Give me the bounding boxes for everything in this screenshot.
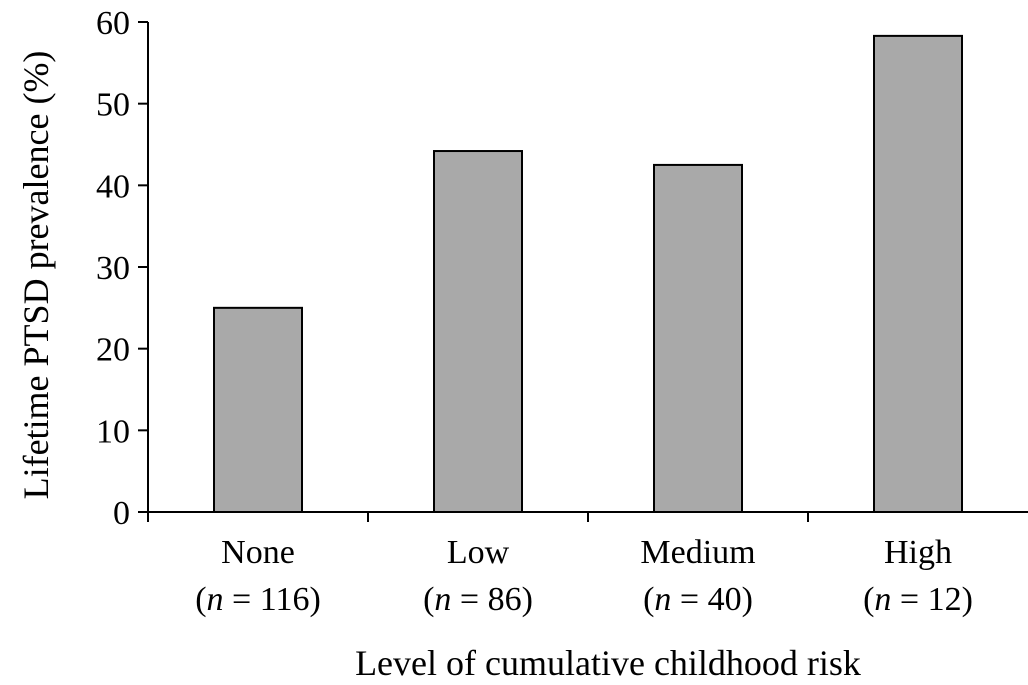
bar-none [213, 306, 303, 514]
x-category-label: None [221, 534, 295, 571]
y-tick-label: 50 [96, 87, 130, 124]
bar-low [433, 150, 523, 514]
bar-high [873, 34, 963, 514]
y-tick-label: 30 [96, 250, 130, 287]
x-category-sample-size: (n = 86) [423, 581, 533, 618]
x-category-sample-size: (n = 116) [195, 581, 321, 618]
y-tick-label: 0 [113, 495, 130, 532]
bar-medium [653, 163, 743, 514]
x-category-label: Medium [640, 534, 755, 571]
x-axis-title: Level of cumulative childhood risk [355, 643, 861, 683]
y-tick-label: 40 [96, 168, 130, 205]
x-category-label: Low [447, 534, 510, 571]
x-category-sample-size: (n = 40) [643, 581, 753, 618]
x-category-label: High [884, 534, 952, 571]
bars-layer [213, 34, 963, 514]
y-ticks: 0 10 20 30 40 50 60 [96, 5, 148, 532]
x-category-labels: None (n = 116) Low (n = 86) Medium (n = 40) Hi… [195, 534, 973, 618]
x-ticks [147, 512, 809, 522]
y-axis-title: Lifetime PTSD prevalence (%) [16, 51, 56, 500]
x-category-sample-size: (n = 12) [863, 581, 973, 618]
y-tick-label: 60 [96, 5, 130, 42]
y-tick-label: 20 [96, 332, 130, 369]
y-tick-label: 10 [96, 413, 130, 450]
